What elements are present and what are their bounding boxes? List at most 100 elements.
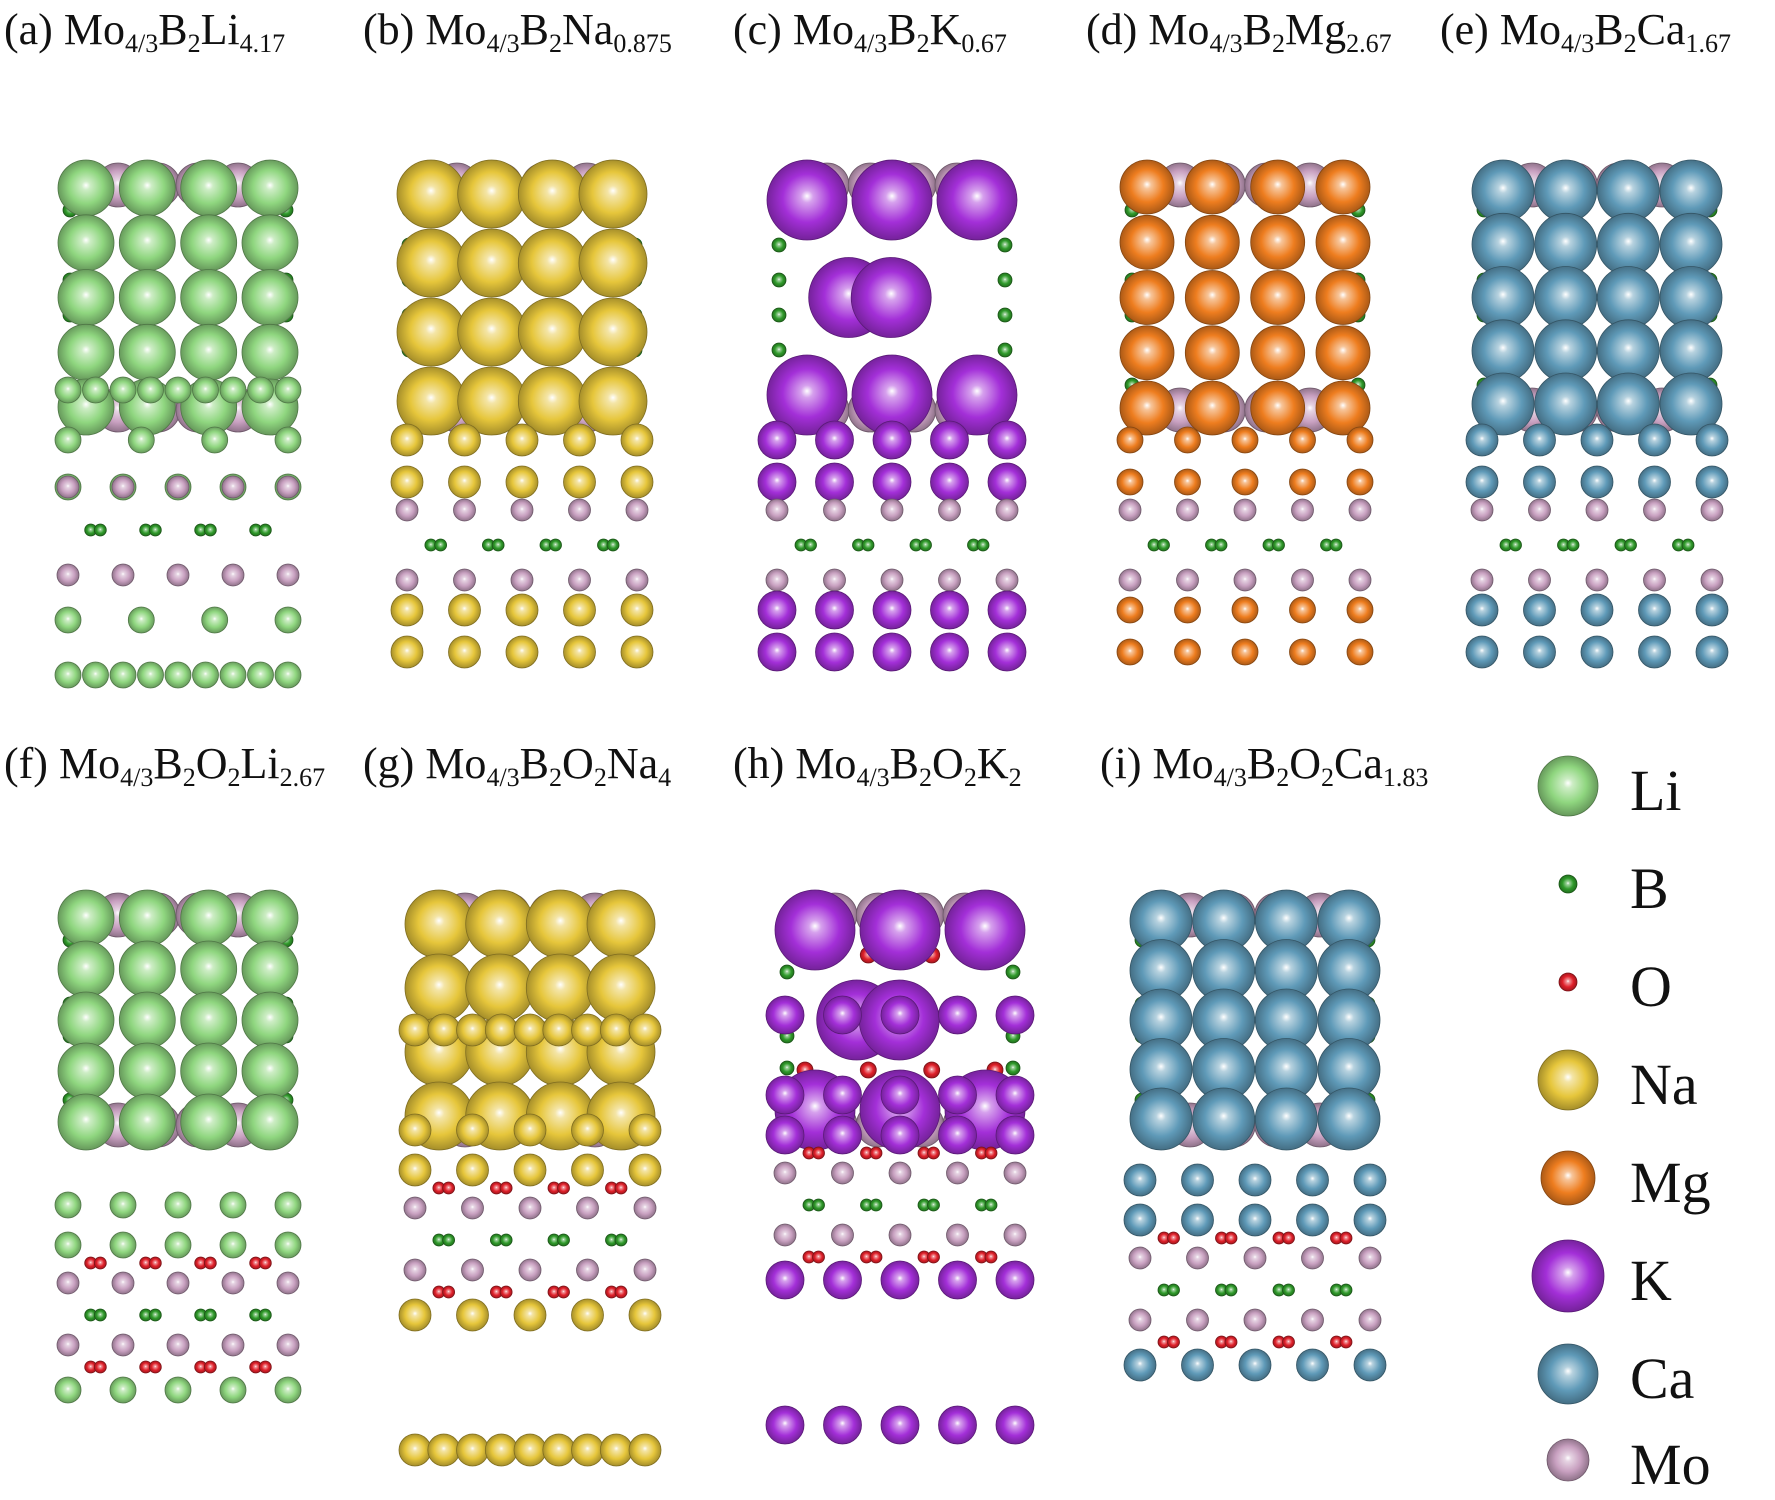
mo-atom	[111, 1271, 135, 1295]
ca-atom	[1296, 1203, 1329, 1237]
k-atom	[938, 1075, 977, 1115]
mo-atom	[938, 568, 961, 592]
mg-atom	[1250, 325, 1306, 381]
ca-atom	[1580, 593, 1614, 627]
na-atom	[398, 1153, 432, 1187]
legend-label-ca: Ca	[1630, 1346, 1695, 1411]
ca-atom	[1523, 593, 1556, 627]
b-atom	[1005, 1060, 1021, 1076]
na-atom	[396, 228, 466, 298]
structure-panel-g	[398, 889, 662, 1467]
k-atom	[765, 1405, 805, 1445]
li-atom	[241, 214, 299, 272]
mg-atom	[1289, 426, 1316, 454]
ca-atom	[1254, 1087, 1318, 1151]
mg-atom	[1346, 426, 1374, 454]
ca-atom	[1580, 465, 1614, 499]
o-atom	[984, 1146, 998, 1160]
mo-atom	[1301, 1308, 1324, 1332]
legend-label-mg: Mg	[1630, 1150, 1711, 1215]
na-atom	[513, 1433, 547, 1467]
o-atom	[1224, 1231, 1238, 1245]
ca-atom	[1296, 1348, 1329, 1382]
k-atom	[823, 1260, 862, 1300]
mo-atom	[56, 563, 80, 587]
na-atom	[563, 593, 596, 627]
li-atom	[118, 159, 176, 217]
li-atom	[118, 1093, 176, 1151]
ca-atom	[1471, 266, 1535, 329]
na-atom	[628, 1153, 662, 1187]
ca-atom	[1471, 319, 1535, 383]
mo-atom	[395, 498, 419, 522]
ca-atom	[1465, 465, 1499, 499]
legend-row-li: Li	[1525, 756, 1745, 836]
o-atom	[1167, 1335, 1180, 1349]
ca-atom	[1659, 159, 1723, 223]
li-atom	[164, 376, 192, 404]
mo-atom	[510, 498, 534, 522]
k-atom	[757, 420, 797, 460]
li-atom	[180, 940, 238, 998]
mo-atom	[403, 1258, 427, 1282]
side-view-g	[398, 1013, 662, 1467]
legend-label-k: K	[1630, 1248, 1672, 1313]
mg-atom	[1184, 380, 1240, 436]
ca-atom	[1523, 635, 1556, 669]
mg-atom	[1250, 380, 1306, 436]
ca-atom	[1238, 1348, 1272, 1382]
k-atom	[757, 632, 797, 672]
mo-atom	[1003, 1161, 1027, 1185]
na-atom	[578, 159, 648, 229]
k-atom	[765, 1260, 805, 1300]
mo-atom	[453, 498, 476, 522]
mg-atom	[1116, 426, 1144, 454]
ca-atom	[1353, 1348, 1387, 1382]
ca-atom	[1523, 465, 1556, 499]
mo-atom	[1118, 498, 1142, 522]
legend-label-b: B	[1630, 856, 1669, 921]
mo-atom	[1291, 498, 1314, 522]
li-atom	[137, 376, 164, 404]
ca-atom	[1580, 635, 1614, 669]
legend-na-sphere	[1537, 1049, 1599, 1111]
k-atom	[757, 590, 797, 630]
mo-atom	[1118, 568, 1142, 592]
na-atom	[505, 635, 539, 669]
mo-atom	[221, 1333, 245, 1357]
li-atom	[57, 991, 115, 1049]
li-atom	[180, 1093, 238, 1151]
ca-atom	[1181, 1203, 1214, 1237]
li-atom	[109, 1191, 137, 1219]
mo-atom	[1470, 568, 1494, 592]
o-atom	[203, 1256, 217, 1270]
na-atom	[398, 1013, 432, 1047]
structure-panel-b	[390, 159, 654, 669]
o-atom	[869, 1146, 883, 1160]
structure-panel-i	[1123, 889, 1387, 1382]
mo-atom	[625, 568, 649, 592]
mo-atom	[461, 1196, 484, 1220]
na-atom	[484, 1013, 518, 1047]
legend-ca-sphere	[1537, 1343, 1599, 1405]
b-atom	[1624, 538, 1637, 552]
ca-atom	[1695, 635, 1729, 669]
mg-atom	[1289, 638, 1316, 666]
k-atom	[987, 590, 1027, 630]
b-atom	[779, 964, 795, 980]
o-atom	[442, 1285, 456, 1299]
ca-atom	[1471, 372, 1535, 436]
panel-label-c: (c) Mo4/3B2K0.67	[733, 5, 1007, 58]
mo-atom	[1233, 568, 1257, 592]
na-atom	[599, 1013, 633, 1047]
b-atom	[1282, 1283, 1295, 1297]
ca-atom	[1353, 1163, 1387, 1197]
mo-atom	[1348, 568, 1372, 592]
side-view-b	[390, 423, 654, 669]
li-atom	[118, 889, 176, 947]
na-atom	[398, 1433, 432, 1467]
k-atom	[995, 995, 1035, 1035]
k-atom	[872, 632, 912, 672]
mo-atom	[166, 475, 190, 499]
mo-atom	[633, 1258, 657, 1282]
